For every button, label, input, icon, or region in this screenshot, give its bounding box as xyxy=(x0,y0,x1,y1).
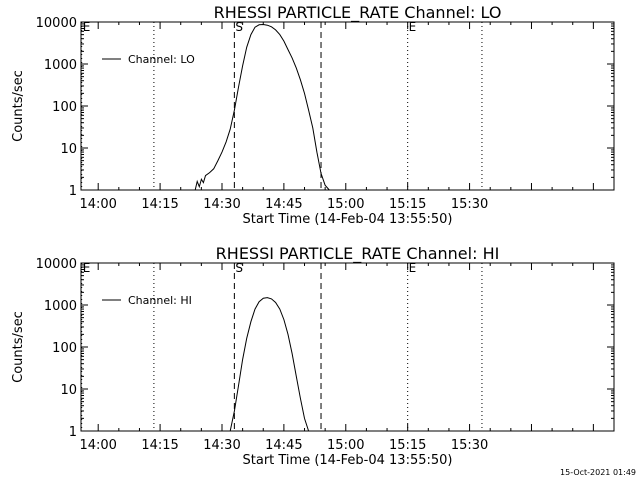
x-tick-label: 14:00 xyxy=(79,197,116,212)
event-marker-label: E xyxy=(409,20,417,34)
x-tick-label: 14:30 xyxy=(203,197,240,212)
plot-frame xyxy=(80,21,615,191)
x-tick-label: 14:00 xyxy=(79,438,116,453)
series-line xyxy=(229,297,310,432)
x-tick-label: 15:00 xyxy=(327,438,364,453)
y-tick-label: 1 xyxy=(69,184,77,199)
event-marker-label: S xyxy=(235,261,243,275)
x-tick-label: 15:30 xyxy=(451,197,488,212)
y-tick-label: 100 xyxy=(52,100,77,115)
x-tick-label: 14:30 xyxy=(203,438,240,453)
x-tick-label: 15:00 xyxy=(327,197,364,212)
y-tick-label: 1000 xyxy=(44,299,77,314)
x-tick-label: 14:45 xyxy=(265,197,302,212)
legend-entry: Channel: LO xyxy=(128,53,195,66)
timestamp-label: 15-Oct-2021 01:49 xyxy=(560,468,636,477)
chart-panel-hi: RHESSI PARTICLE_RATE Channel: HI Counts/… xyxy=(11,244,615,468)
x-axis-label: Start Time (14-Feb-04 13:55:50) xyxy=(243,453,453,468)
legend-entry: Channel: HI xyxy=(128,294,192,307)
y-tick-label: 1000 xyxy=(44,58,77,73)
x-tick-label: 15:30 xyxy=(451,438,488,453)
event-marker-label: E xyxy=(409,261,417,275)
y-tick-label: 10 xyxy=(60,142,77,157)
y-tick-label: 10000 xyxy=(36,16,77,31)
x-tick-label: 14:45 xyxy=(265,438,302,453)
event-marker-label: E xyxy=(83,20,91,34)
event-marker-label: E xyxy=(83,261,91,275)
y-tick-label: 100 xyxy=(52,341,77,356)
event-marker-label: S xyxy=(235,20,243,34)
x-tick-label: 15:15 xyxy=(389,197,426,212)
x-tick-label: 15:15 xyxy=(389,438,426,453)
chart-title: RHESSI PARTICLE_RATE Channel: HI xyxy=(216,244,500,264)
chart-panel-lo: RHESSI PARTICLE_RATE Channel: LO Counts/… xyxy=(11,3,615,227)
series-line xyxy=(194,23,330,191)
y-axis-label: Counts/sec xyxy=(11,311,26,383)
x-tick-label: 14:15 xyxy=(141,197,178,212)
y-axis-label: Counts/sec xyxy=(11,70,26,142)
x-axis-label: Start Time (14-Feb-04 13:55:50) xyxy=(243,212,453,227)
y-tick-label: 10 xyxy=(60,383,77,398)
y-tick-label: 1 xyxy=(69,425,77,440)
x-tick-label: 14:15 xyxy=(141,438,178,453)
chart-title: RHESSI PARTICLE_RATE Channel: LO xyxy=(214,3,502,23)
y-tick-label: 10000 xyxy=(36,257,77,272)
plot-frame xyxy=(80,262,615,432)
